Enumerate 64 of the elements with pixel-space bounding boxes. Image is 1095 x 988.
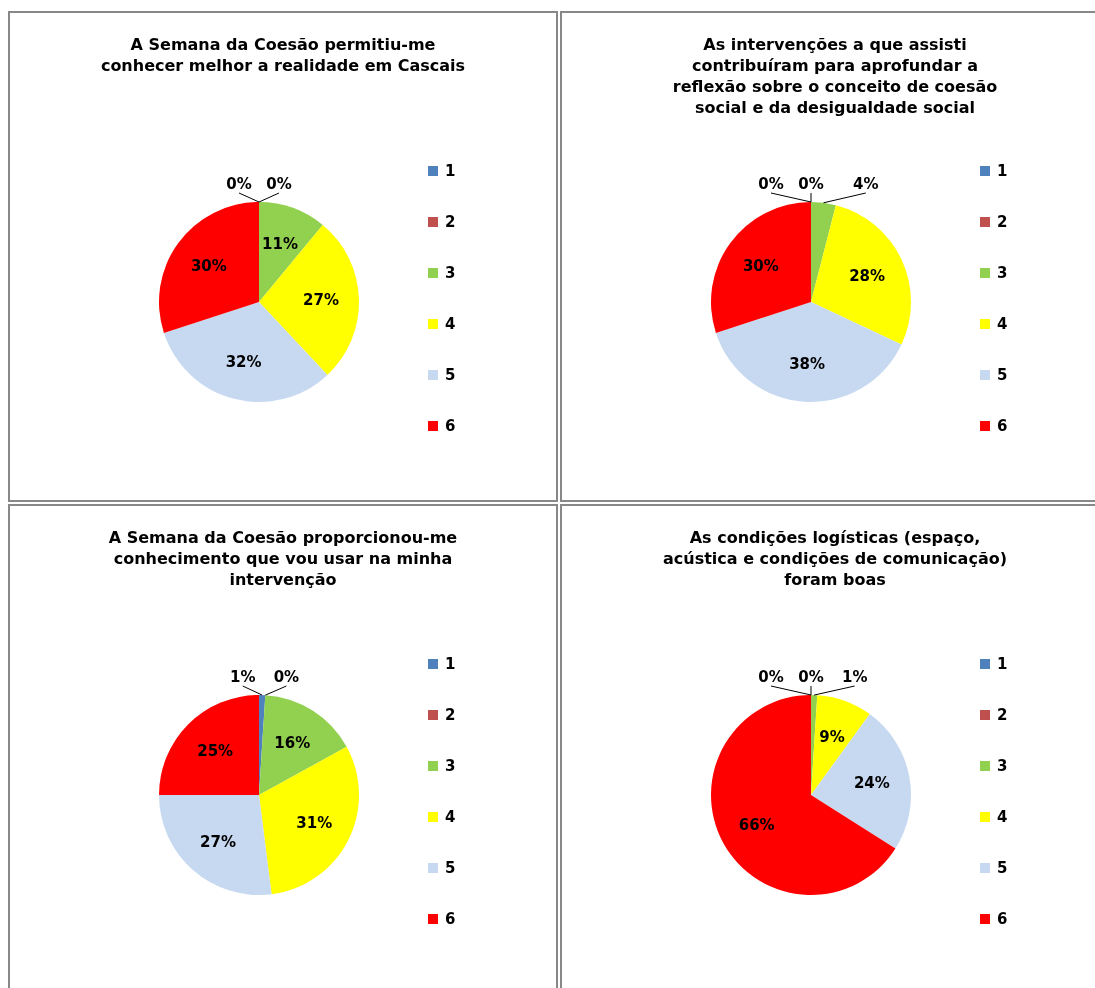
legend-label: 4: [445, 315, 456, 333]
data-label: 1%: [841, 668, 868, 686]
data-label: 32%: [225, 353, 262, 372]
legend-label: 2: [997, 213, 1008, 231]
legend-label: 1: [445, 162, 456, 180]
pie-slice: [259, 695, 347, 795]
legend-label: 5: [997, 366, 1008, 384]
legend-label: 3: [445, 264, 456, 282]
pie-slice: [159, 695, 259, 795]
legend-label: 2: [445, 213, 456, 231]
pie-slice: [711, 695, 896, 895]
text: 0%: [758, 668, 784, 686]
data-label: 27%: [200, 832, 236, 851]
chart-title: As condições logísticas (espaço, acústica e condições de comunicação) foram boas: [663, 528, 1007, 589]
legend-label: 6: [997, 910, 1008, 928]
pie-slice: [259, 224, 359, 375]
chart-title: A Semana da Coesão proporcionou-me conhecimento que vou usar na minha intervenção: [108, 528, 458, 589]
data-label: 4%: [853, 175, 879, 193]
data-label: 16%: [274, 733, 311, 752]
legend-label: 2: [997, 706, 1008, 724]
pie-slice: [811, 714, 911, 849]
data-label: 30%: [742, 256, 779, 275]
text: 0%: [798, 668, 824, 686]
legend-label: 3: [997, 264, 1008, 282]
data-label: 38%: [789, 354, 826, 373]
text: 0%: [226, 175, 252, 193]
pie-slice: [715, 302, 902, 402]
legend-label: 2: [445, 706, 456, 724]
text: 0%: [273, 668, 300, 686]
data-label: 11%: [262, 234, 298, 253]
legend-label: 3: [445, 757, 456, 775]
data-label: 31%: [296, 814, 333, 833]
legend-label: 6: [445, 417, 456, 435]
legend-label: 6: [997, 417, 1008, 435]
chart-title: A Semana da Coesão permitiu-me conhecer melhor a realidade em Cascais: [100, 35, 466, 75]
pie-slice: [811, 205, 911, 345]
data-label: 9%: [819, 727, 845, 746]
data-label: 1%: [229, 668, 256, 686]
pie-slice: [159, 202, 259, 333]
data-label: 66%: [738, 815, 775, 834]
legend-label: 1: [997, 655, 1008, 673]
pie-slice: [159, 795, 272, 895]
text: 0%: [798, 175, 824, 193]
data-label: 28%: [849, 266, 886, 285]
legend-label: 1: [445, 655, 456, 673]
text: 0%: [266, 175, 292, 193]
legend-label: 4: [997, 808, 1008, 826]
data-label: 30%: [190, 256, 227, 275]
legend-label: 6: [445, 910, 456, 928]
legend-label: 5: [445, 366, 456, 384]
pie-slice: [259, 746, 359, 895]
data-label: 24%: [853, 774, 890, 793]
legend-label: 4: [445, 808, 456, 826]
legend-label: 1: [997, 162, 1008, 180]
chart-title: As intervenções a que assisti contribuíram para aprofundar a reflexão sobre o conceito de coesão social e da desigualdade social: [672, 35, 998, 117]
legend-label: 5: [997, 859, 1008, 877]
legend-label: 5: [445, 859, 456, 877]
text: 0%: [758, 175, 784, 193]
data-label: 25%: [197, 742, 234, 761]
legend-label: 4: [997, 315, 1008, 333]
pie-slice: [811, 202, 836, 302]
data-label: 27%: [303, 291, 339, 310]
legend-label: 3: [997, 757, 1008, 775]
pie-slice: [711, 202, 811, 333]
